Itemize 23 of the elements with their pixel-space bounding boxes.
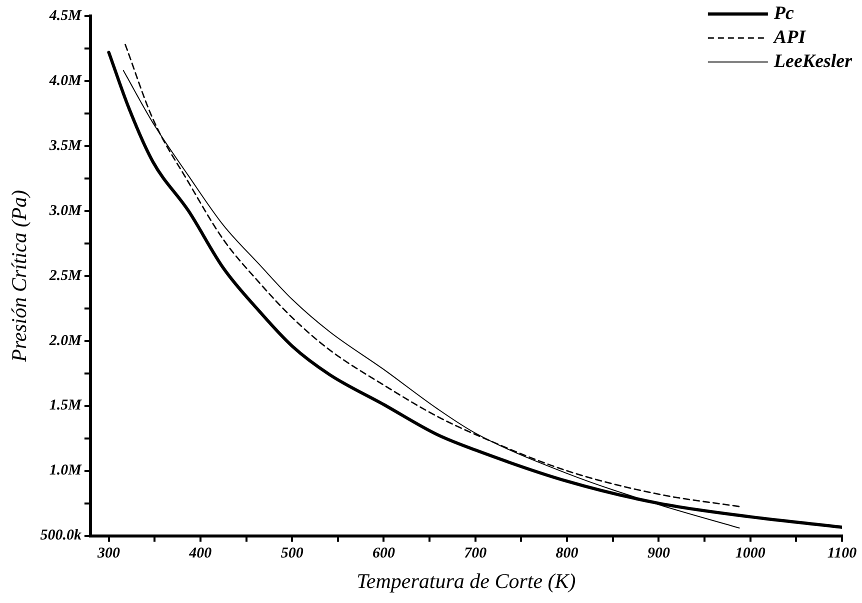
y-tick-label: 1.5M (49, 398, 82, 414)
x-tick-label: 700 (464, 546, 488, 562)
x-axis-title: Temperatura de Corte (K) (356, 568, 576, 593)
x-tick-label: 500 (280, 546, 304, 562)
x-tick-label: 400 (188, 546, 212, 562)
legend-label: API (772, 26, 806, 48)
x-tick-label: 800 (556, 546, 579, 562)
y-tick-label: 3.0M (48, 202, 82, 219)
x-tick-label: 300 (96, 546, 121, 562)
x-tick-label: 900 (647, 546, 670, 562)
legend-label: Pc (772, 2, 795, 24)
x-tick-label: 600 (372, 546, 396, 562)
y-tick-label: 2.0M (48, 332, 82, 349)
y-tick-label: 4.0M (48, 72, 82, 89)
y-axis-title: Presión Crítica (Pa) (7, 190, 32, 363)
y-tick-label: 3.5M (48, 138, 82, 154)
y-tick-label: 4.5M (48, 8, 82, 24)
legend-label: LeeKesler (772, 50, 853, 72)
x-tick-label: 1000 (735, 546, 766, 562)
x-tick-label: 1100 (827, 546, 858, 562)
y-tick-label: 500.0k (40, 528, 82, 544)
y-tick-label: 2.5M (48, 268, 82, 284)
y-tick-label: 1.0M (49, 462, 82, 479)
